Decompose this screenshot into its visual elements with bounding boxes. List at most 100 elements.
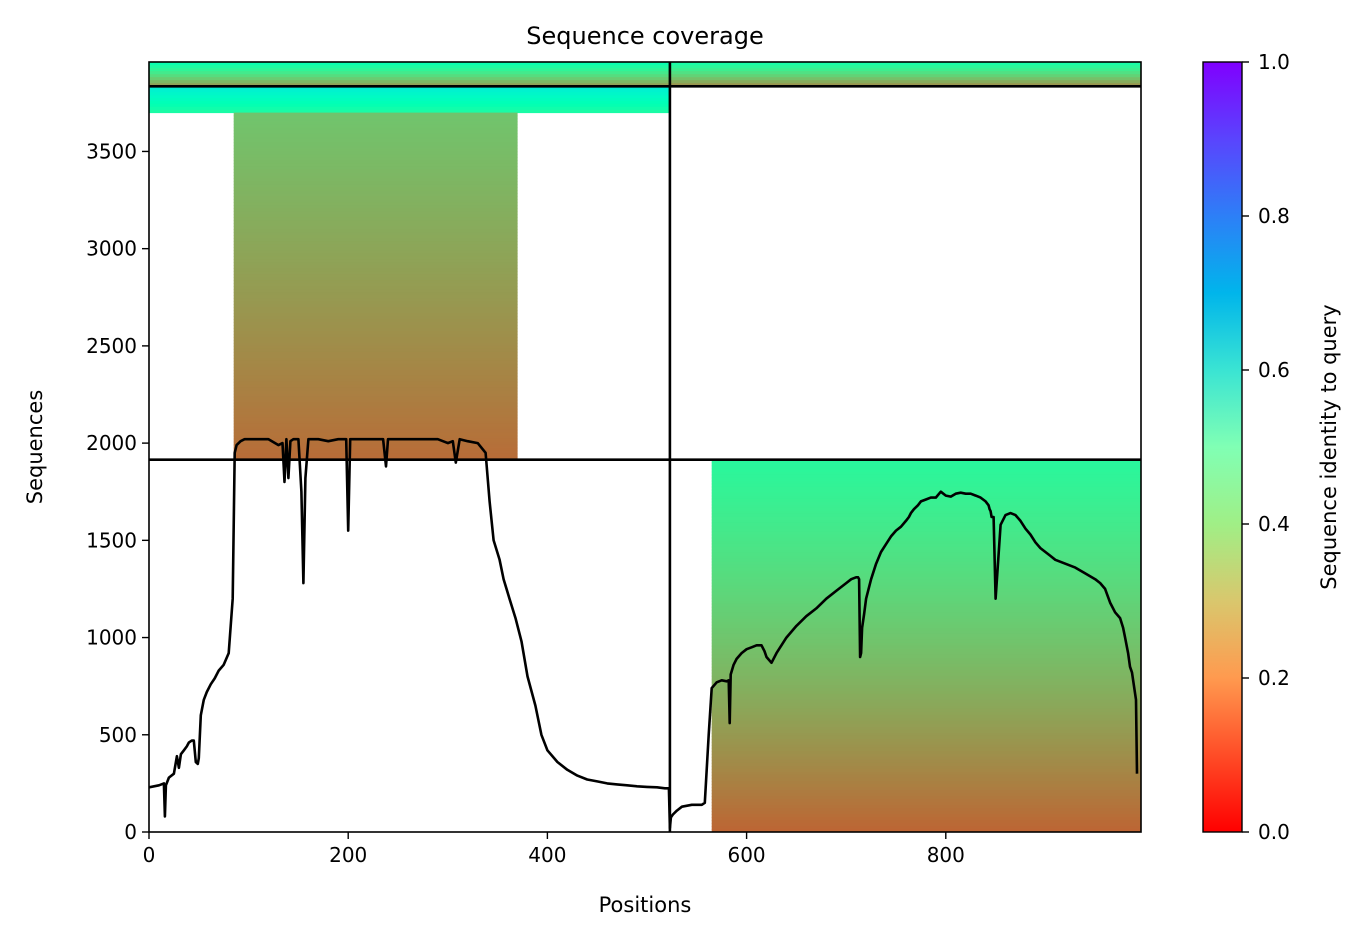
coverage-stripe (711, 540, 1141, 545)
coverage-stripe (711, 495, 1141, 500)
coverage-stripe (233, 199, 518, 203)
coverage-stripe (711, 561, 1141, 566)
coverage-stripe (233, 268, 518, 272)
coverage-stripe (711, 796, 1141, 800)
coverage-stripe (711, 702, 1141, 707)
coverage-stripe (233, 238, 518, 242)
coverage-stripe (711, 612, 1141, 617)
coverage-stripe (711, 585, 1141, 590)
coverage-stripe (233, 447, 518, 452)
x-axis-label: Positions (599, 893, 692, 917)
coverage-stripe (711, 531, 1141, 536)
coverage-stripe (149, 95, 670, 99)
coverage-stripe (233, 229, 518, 233)
coverage-stripe (711, 784, 1141, 788)
coverage-stripe (711, 576, 1141, 581)
coverage-stripe (711, 534, 1141, 539)
coverage-stripe (711, 693, 1141, 698)
coverage-block (149, 86, 670, 114)
coverage-stripe (711, 711, 1141, 716)
coverage-stripe (711, 459, 1141, 464)
coverage-stripe (711, 624, 1141, 629)
y-tick-label: 500 (99, 723, 137, 747)
coverage-stripe (233, 175, 518, 179)
chart-title: Sequence coverage (526, 22, 763, 50)
coverage-stripe (233, 313, 518, 317)
coverage-stripe (711, 477, 1141, 482)
coverage-stripe (711, 738, 1141, 743)
coverage-stripe (233, 322, 518, 326)
coverage-stripe (711, 558, 1141, 563)
coverage-stripe (233, 124, 518, 129)
x-tick-label: 400 (528, 843, 566, 867)
coverage-stripe (711, 570, 1141, 575)
coverage-stripe (711, 525, 1141, 530)
coverage-stripe (711, 741, 1141, 746)
coverage-stripe (233, 145, 518, 150)
coverage-stripe (233, 307, 518, 311)
coverage-stripe (711, 802, 1141, 806)
coverage-stripe (711, 753, 1141, 758)
coverage-stripe (233, 172, 518, 176)
y-tick-label: 0 (124, 820, 137, 844)
coverage-stripe (233, 351, 518, 356)
coverage-stripe (711, 771, 1141, 776)
coverage-stripe (669, 71, 1141, 75)
coverage-stripe (233, 253, 518, 257)
coverage-stripe (233, 187, 518, 191)
coverage-stripe (711, 750, 1141, 755)
coverage-stripe (711, 603, 1141, 608)
coverage-stripe (233, 157, 518, 161)
coverage-stripe (149, 71, 670, 75)
coverage-stripe (233, 154, 518, 158)
coverage-stripe (711, 573, 1141, 578)
coverage-stripe (711, 471, 1141, 476)
coverage-stripe (711, 781, 1141, 785)
coverage-stripe (233, 127, 518, 132)
coverage-stripe (711, 747, 1141, 752)
coverage-stripe (711, 522, 1141, 527)
coverage-stripe (233, 271, 518, 275)
y-tick-label: 2000 (86, 431, 137, 455)
coverage-stripe (233, 381, 518, 386)
coverage-stripe (711, 642, 1141, 647)
coverage-stripe (233, 220, 518, 224)
coverage-line (149, 437, 1139, 830)
coverage-stripe (711, 793, 1141, 797)
coverage-stripe (233, 283, 518, 287)
coverage-stripe (711, 657, 1141, 662)
coverage-stripe (711, 621, 1141, 626)
coverage-stripe (233, 217, 518, 221)
colorbar-gradient (1202, 61, 1243, 833)
coverage-stripe (711, 567, 1141, 572)
coverage-stripe (233, 202, 518, 206)
y-axis: 0 500 1000 1500 2000 2500 3000 3500 (86, 139, 149, 844)
coverage-stripe (233, 340, 518, 344)
coverage-stripe (233, 304, 518, 308)
coverage-stripe (669, 74, 1141, 78)
coverage-stripe (233, 405, 518, 410)
coverage-stripe (149, 109, 670, 114)
coverage-stripe (711, 717, 1141, 722)
coverage-stripe (711, 687, 1141, 692)
coverage-stripe (711, 594, 1141, 599)
coverage-stripe (233, 181, 518, 185)
coverage-stripe (233, 432, 518, 437)
coverage-stripe (233, 280, 518, 284)
coverage-stripe (149, 62, 670, 66)
coverage-stripe (233, 274, 518, 278)
coverage-stripe (233, 411, 518, 416)
coverage-stripe (233, 366, 518, 371)
coverage-stripe (233, 265, 518, 269)
coverage-stripe (233, 363, 518, 368)
coverage-stripe (233, 118, 518, 123)
coverage-stripe (711, 501, 1141, 506)
coverage-stripe (233, 121, 518, 126)
coverage-stripe (233, 295, 518, 299)
coverage-stripe (233, 369, 518, 374)
coverage-stripe (711, 615, 1141, 620)
coverage-stripe (669, 62, 1141, 66)
coverage-stripe (233, 277, 518, 281)
colorbar-tick-label: 0.0 (1258, 820, 1290, 844)
